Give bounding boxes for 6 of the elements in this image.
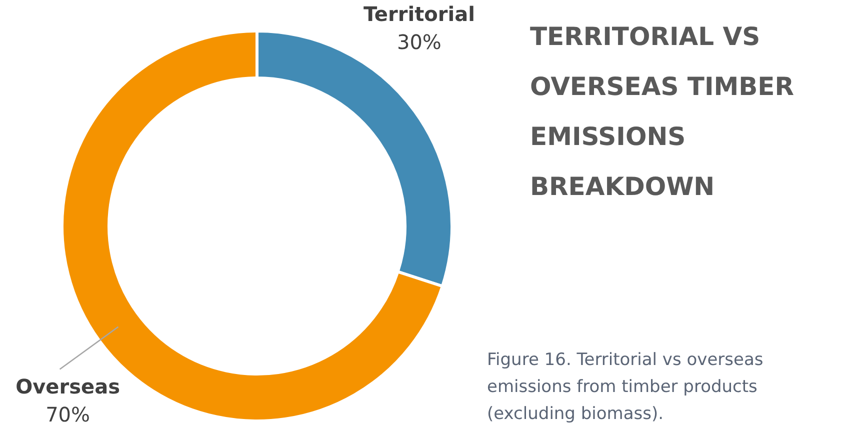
text: TERRITORIAL VS OVERSEAS TIMBER EMISSIONS BREAKDOWN (530, 22, 794, 201)
data-label: 30% (396, 30, 442, 54)
caption: Figure 16. Territorial vs overseas emissions from timber products (excluding biomass). (487, 350, 764, 424)
slice-label: Territorial (363, 2, 475, 26)
data-label: 70% (46, 402, 90, 426)
slice-label: Overseas (16, 374, 120, 398)
